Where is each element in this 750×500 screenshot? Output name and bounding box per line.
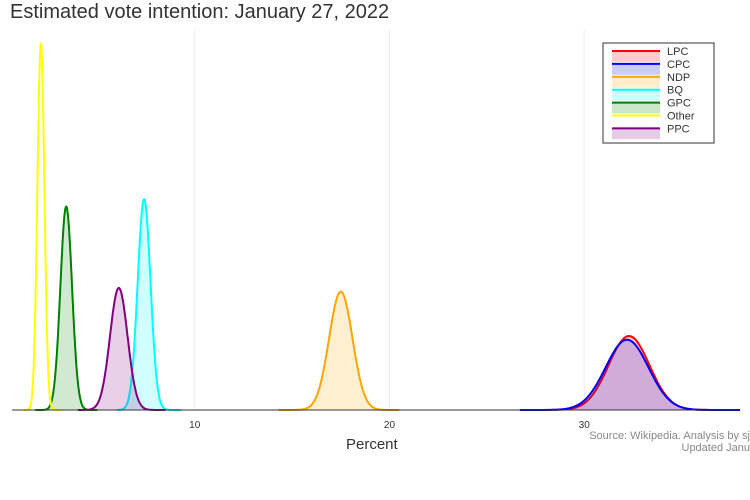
source-line-1: Source: Wikipedia. Analysis by sj — [589, 430, 750, 442]
legend-swatch-lpc — [612, 50, 660, 62]
x-tick-label: 10 — [189, 420, 201, 431]
x-tick-label: 30 — [579, 420, 591, 431]
source-note: Source: Wikipedia. Analysis by sj Update… — [589, 430, 750, 454]
area-lpc — [535, 336, 731, 410]
legend-label-bq: BQ — [667, 85, 683, 97]
legend-swatch-gpc — [612, 101, 660, 114]
legend-swatch-cpc — [612, 62, 660, 75]
area-ppc — [77, 287, 166, 410]
legend-label-other: Other — [667, 111, 695, 123]
chart-title: Estimated vote intention: January 27, 20… — [10, 1, 390, 23]
legend-label-gpc: GPC — [667, 98, 691, 110]
legend-label-ndp: NDP — [667, 72, 690, 84]
area-bq — [116, 199, 182, 410]
legend-label-cpc: CPC — [667, 59, 690, 71]
x-tick-label: 20 — [384, 420, 396, 431]
legend-swatch-ppc — [612, 127, 660, 140]
x-axis-label: Percent — [346, 436, 398, 453]
source-line-2: Updated Janu — [681, 442, 750, 454]
area-gpc — [35, 206, 98, 410]
legend-swatch-ndp — [612, 75, 660, 88]
area-cpc — [519, 339, 740, 410]
legend-label-lpc: LPC — [667, 46, 688, 58]
area-ndp — [278, 291, 400, 410]
legend-label-ppc: PPC — [667, 123, 690, 135]
legend-box — [602, 42, 715, 144]
legend-swatch-bq — [612, 88, 660, 101]
